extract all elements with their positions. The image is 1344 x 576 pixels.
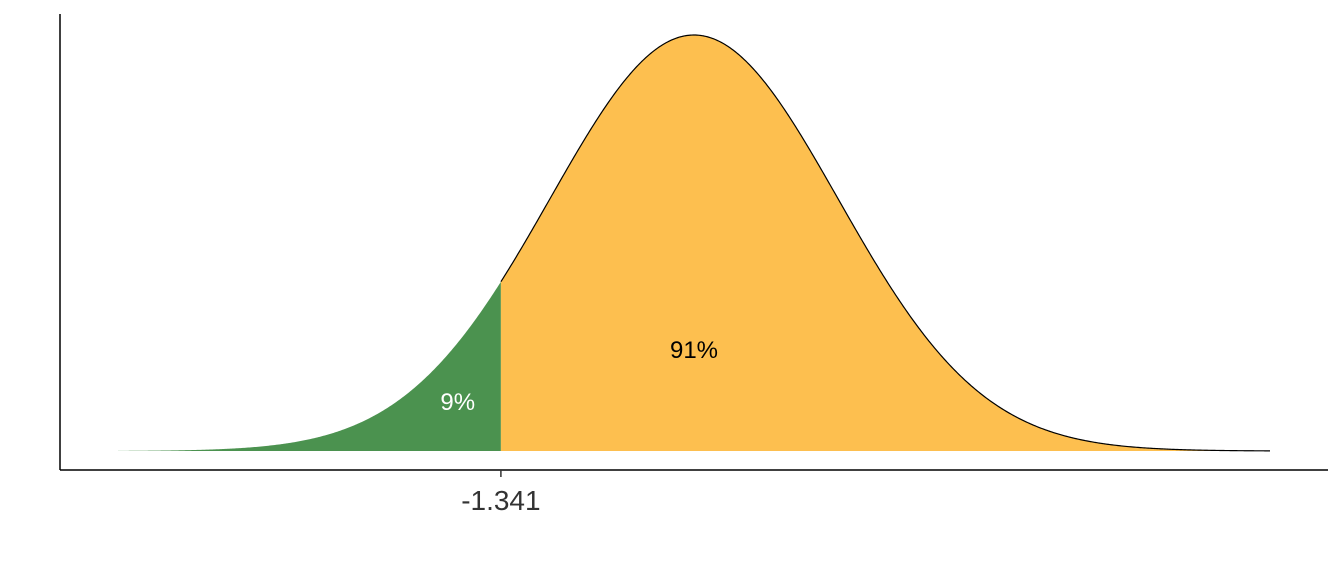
right-area-percent-label: 91%: [670, 337, 718, 364]
density-curve: [500, 34, 1270, 452]
right-area: [500, 35, 1270, 451]
left-tail-area: [118, 281, 501, 451]
left-area-percent-label: 9%: [440, 389, 475, 416]
x-tick-label-cutoff: -1.341: [461, 485, 540, 516]
